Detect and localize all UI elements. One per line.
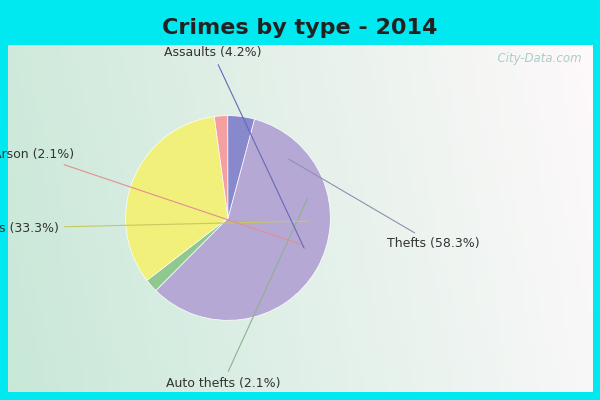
- Text: Arson (2.1%): Arson (2.1%): [0, 148, 304, 246]
- Wedge shape: [125, 116, 228, 280]
- Wedge shape: [147, 218, 228, 290]
- Text: Thefts (58.3%): Thefts (58.3%): [289, 159, 479, 250]
- Text: Burglaries (33.3%): Burglaries (33.3%): [0, 221, 309, 235]
- Text: Assaults (4.2%): Assaults (4.2%): [164, 46, 304, 248]
- Text: Crimes by type - 2014: Crimes by type - 2014: [163, 18, 437, 38]
- Text: Auto thefts (2.1%): Auto thefts (2.1%): [166, 198, 308, 390]
- Wedge shape: [228, 116, 254, 218]
- Wedge shape: [156, 119, 331, 320]
- Wedge shape: [214, 116, 228, 218]
- Text: City-Data.com: City-Data.com: [490, 52, 582, 65]
